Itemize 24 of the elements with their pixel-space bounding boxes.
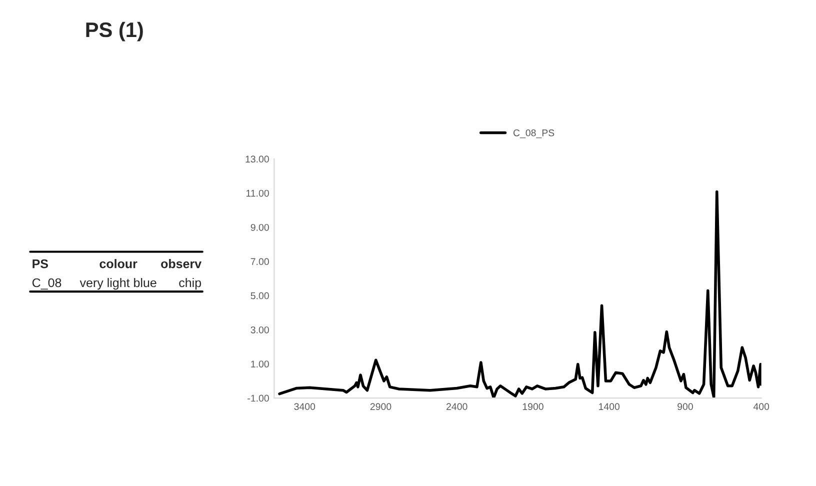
text: chip <box>179 278 202 290</box>
x-tick-label: 1400 <box>599 403 620 410</box>
text: observ <box>161 259 202 268</box>
y-tick-label: 9.00 <box>250 224 269 231</box>
text: C_08 <box>32 278 62 290</box>
text: PS <box>32 259 48 268</box>
text: very light blue <box>80 278 156 290</box>
y-tick-label: 5.00 <box>250 292 269 300</box>
line-series <box>278 190 762 398</box>
chart-title: PS (1) <box>86 22 143 42</box>
x-tick-label: 2400 <box>446 403 468 410</box>
x-tick-label: 900 <box>678 403 693 410</box>
x-tick-label: 2900 <box>370 403 392 410</box>
text: colour <box>100 259 138 268</box>
y-tick-label: 13.00 <box>246 156 269 163</box>
y-tick-label: 7.00 <box>250 258 269 266</box>
y-tick-label: 11.00 <box>246 190 269 197</box>
legend-label: C_08_PS <box>513 129 554 138</box>
y-tick-label: -1.00 <box>248 394 269 402</box>
y-tick-label: 3.00 <box>250 326 269 334</box>
y-tick-label: 1.00 <box>251 360 269 368</box>
x-tick-label: 400 <box>753 403 770 410</box>
x-tick-label: 3400 <box>294 403 316 410</box>
x-tick-label: 1900 <box>522 403 544 410</box>
